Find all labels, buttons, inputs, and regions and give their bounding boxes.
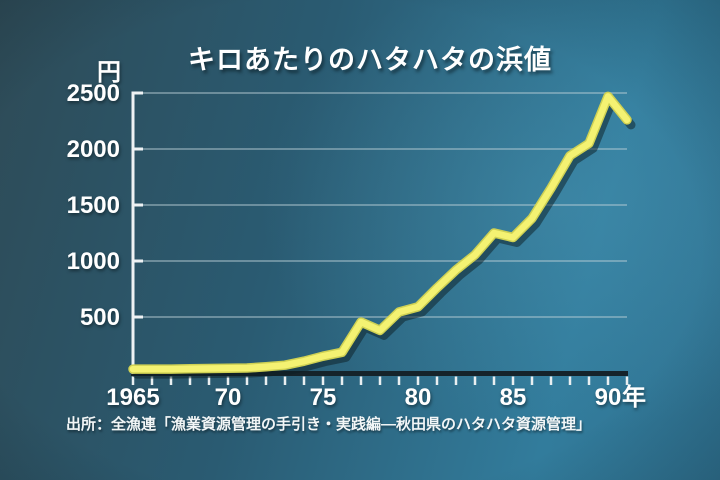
price-line-shadow xyxy=(132,96,636,379)
y-tick-label: 1500 xyxy=(67,192,120,219)
y-tick-label: 500 xyxy=(80,304,120,331)
y-tick-label: 2500 xyxy=(67,80,120,107)
price-line xyxy=(129,93,631,373)
x-axis-unit-label: 年 xyxy=(622,383,646,411)
price-line-series xyxy=(128,91,636,379)
tick-labels: 円 年 500 1000 1500 2000 2500 1965 70 75 80 85 90 xyxy=(67,59,646,411)
chart-title: キロあたりのハタハタの浜値 xyxy=(188,45,552,75)
x-tick-label: 1965 xyxy=(106,384,159,411)
x-tick-label: 85 xyxy=(500,384,527,411)
y-axis xyxy=(131,91,143,374)
x-tick-label: 90 xyxy=(595,384,622,411)
y-tick-label: 2000 xyxy=(67,136,120,163)
x-tick-label: 80 xyxy=(405,384,432,411)
y-tick-label: 1000 xyxy=(67,248,120,275)
y-axis-unit-label: 円 xyxy=(97,59,121,86)
gridlines xyxy=(133,92,627,318)
x-tick-label: 75 xyxy=(310,384,337,411)
x-tick-label: 70 xyxy=(215,384,242,411)
source-caption: 出所：全漁連「漁業資源管理の手引き・実践編―秋田県のハタハタ資源管理」 xyxy=(66,416,592,433)
